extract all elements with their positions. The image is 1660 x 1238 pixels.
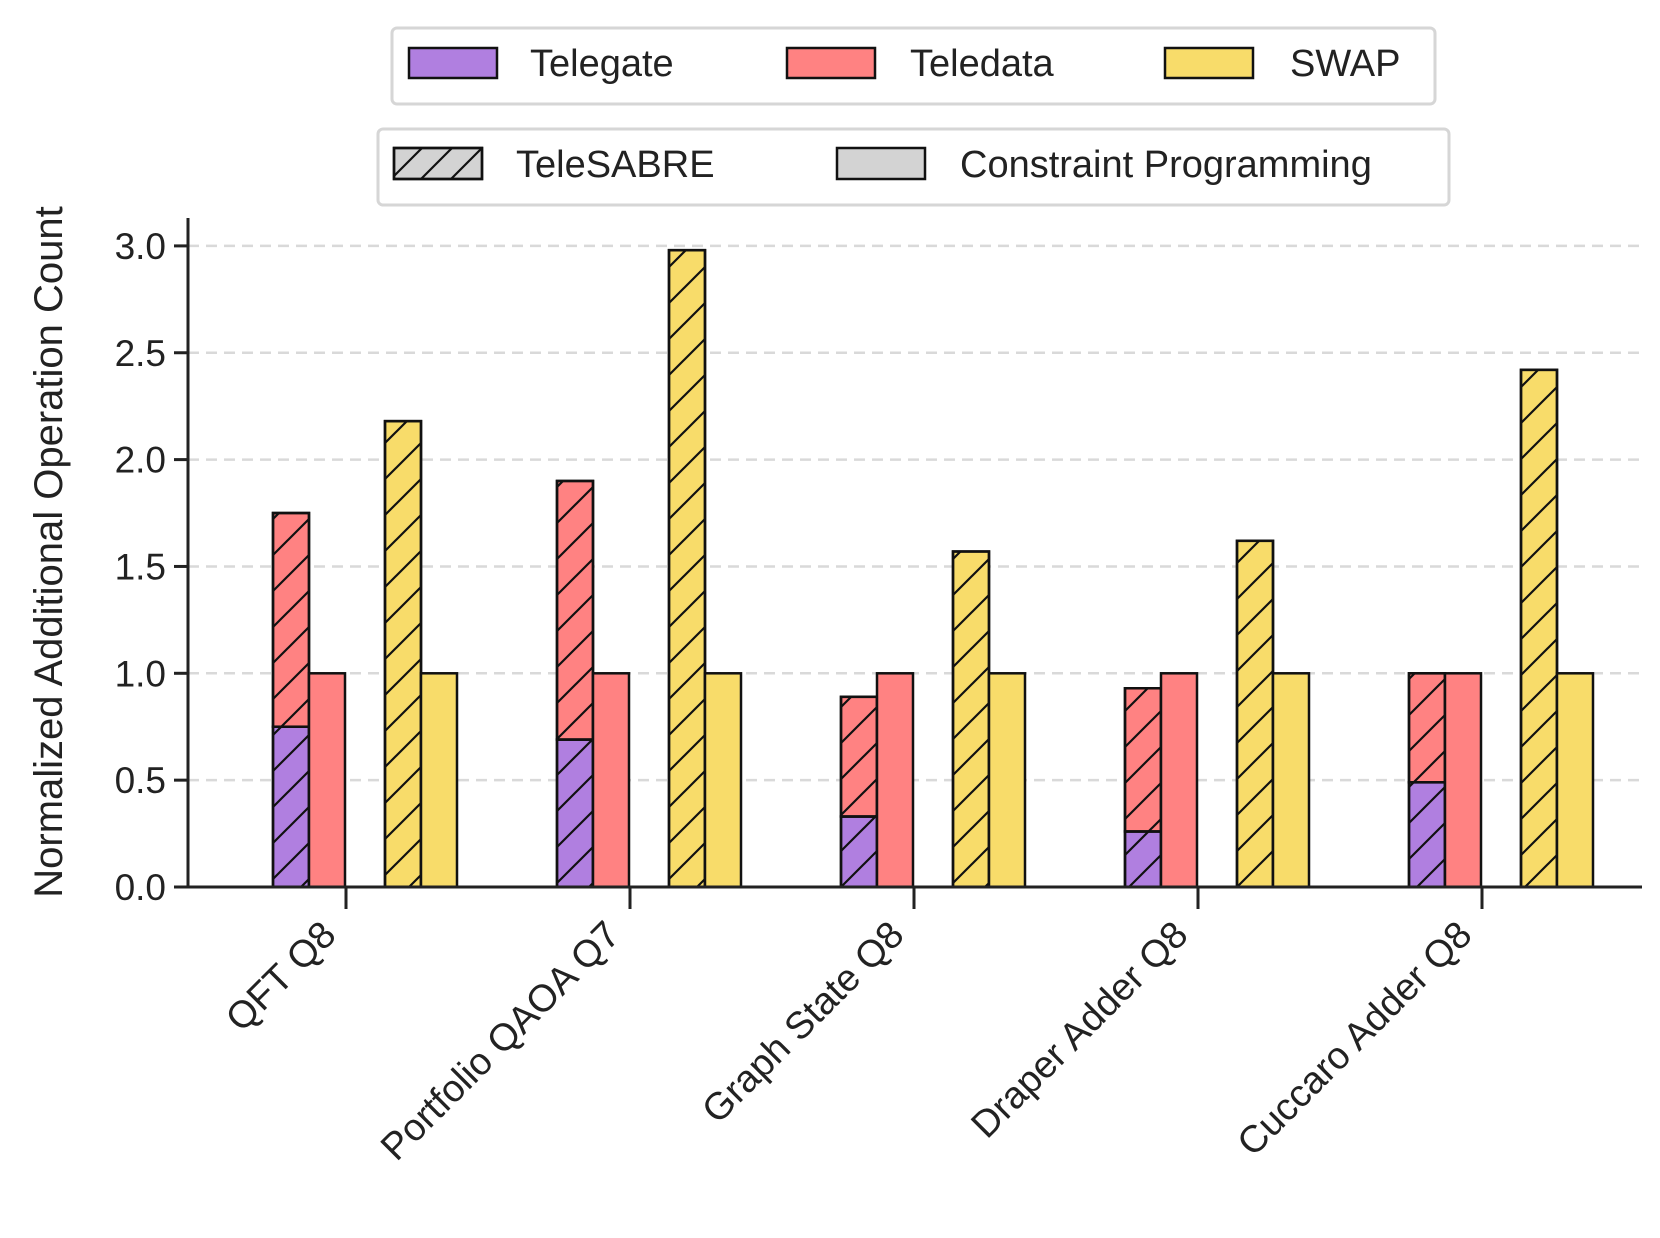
legend-swatch-telegate <box>407 46 499 80</box>
bar-telesabre-telegate-hatch <box>1407 781 1447 889</box>
y-tick-label: 1.5 <box>115 546 166 587</box>
y-tick-label: 1.0 <box>115 653 166 694</box>
x-tick-label: Portfolio QAOA Q7 <box>373 914 628 1169</box>
y-tick-label: 0.5 <box>115 760 166 801</box>
bar-telesabre-swap-hatch <box>667 248 707 889</box>
y-tick-label: 2.0 <box>115 440 166 481</box>
x-tick-label: Cuccaro Adder Q8 <box>1230 914 1481 1165</box>
bar-cp-teledata <box>307 672 347 889</box>
bar-cp-swap <box>987 672 1027 889</box>
bar-cp-swap <box>1271 672 1311 889</box>
x-ticks: QFT Q8 Portfolio QAOA Q7 Graph State Q8 Dra… <box>218 887 1484 1169</box>
bar-telesabre-swap-hatch <box>1235 539 1275 889</box>
bar-cp-teledata <box>591 672 631 889</box>
legend-label-swap: SWAP <box>1290 43 1401 85</box>
y-axis-label: Normalized Additional Operation Count <box>27 206 71 898</box>
legend-label-teledata: Teledata <box>910 43 1055 85</box>
bar-telesabre-teledata-hatch <box>555 479 595 741</box>
bar-cp-swap <box>1555 672 1595 889</box>
y-tick-label: 2.5 <box>115 333 166 374</box>
bar-telesabre-swap-hatch <box>951 550 991 889</box>
legend-label-constraint-programming: Constraint Programming <box>960 144 1372 186</box>
bar-telesabre-swap-hatch <box>1519 368 1559 889</box>
bar-telesabre-teledata-hatch <box>839 695 879 818</box>
x-tick-label: Draper Adder Q8 <box>964 914 1197 1147</box>
bar-cp-swap <box>419 672 459 889</box>
bar-cp-teledata <box>1443 672 1483 889</box>
bar-cp-teledata <box>1159 672 1199 889</box>
legend-operations: Telegate Teledata SWAP <box>390 26 1437 106</box>
bar-telesabre-teledata-hatch <box>1123 687 1163 833</box>
bar-telesabre-teledata-hatch <box>1407 672 1447 784</box>
y-gridlines <box>188 244 1642 782</box>
bar-cp-swap <box>703 672 743 889</box>
bar-telesabre-swap-hatch <box>383 419 423 889</box>
bar-telesabre-telegate-hatch <box>271 725 311 889</box>
legend-label-telegate: Telegate <box>530 43 674 85</box>
y-tick-label: 0.0 <box>115 867 166 908</box>
bar-telesabre-telegate-hatch <box>555 738 595 889</box>
bar-telesabre-telegate-hatch <box>839 815 879 889</box>
legend-label-telesabre: TeleSABRE <box>516 144 715 186</box>
legend-methods: TeleSABRE Constraint Programming <box>376 127 1451 207</box>
bar-cp-teledata <box>875 672 915 889</box>
y-ticks: 0.0 0.5 1.0 1.5 2.0 2.5 3.0 <box>115 226 188 908</box>
legend-swatch-telesabre-hatch <box>392 146 484 181</box>
legend-swatch-swap <box>1163 46 1255 80</box>
legend-swatch-constraint-programming <box>835 146 927 181</box>
y-tick-label: 3.0 <box>115 226 166 267</box>
bar-telesabre-telegate-hatch <box>1123 830 1163 889</box>
bars <box>271 248 1595 889</box>
bar-telesabre-teledata-hatch <box>271 511 311 728</box>
x-tick-label: Graph State Q8 <box>694 914 912 1132</box>
legend-swatch-teledata <box>785 46 877 80</box>
x-tick-label: QFT Q8 <box>218 914 344 1040</box>
